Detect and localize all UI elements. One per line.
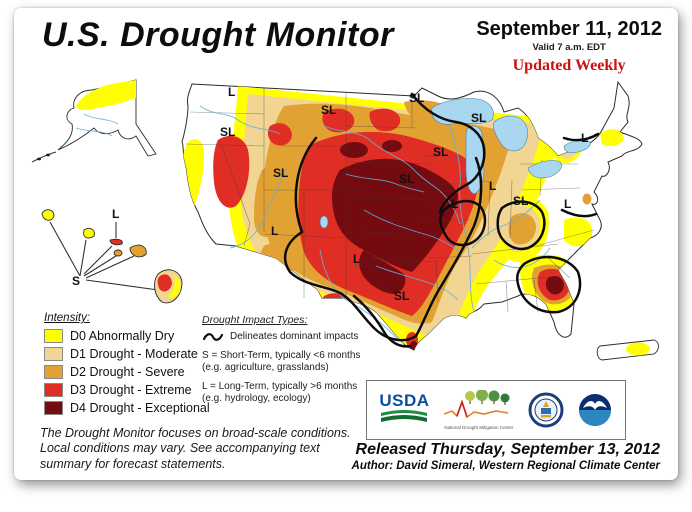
rivers	[199, 105, 551, 341]
impact-long-term: L = Long-Term, typically >6 months	[202, 380, 358, 392]
agency-logos-box: USDA National Drought Mitigation Center	[366, 380, 626, 440]
legend-item: D2 Drought - Severe	[44, 365, 210, 379]
impact-type-label: SL	[399, 172, 414, 186]
drought-monitor-poster: U.S. Drought Monitor September 11, 2012 …	[14, 8, 678, 480]
impact-type-label: S	[72, 274, 80, 288]
legend-item: D0 Abnormally Dry	[44, 329, 210, 343]
usda-logo: USDA	[379, 392, 429, 428]
usda-logo-text: USDA	[379, 391, 430, 410]
legend-swatch-d0	[44, 329, 63, 343]
impact-heading: Drought Impact Types:	[202, 314, 308, 326]
valid-time: Valid 7 a.m. EDT	[532, 42, 606, 53]
intensity-legend: Intensity: D0 Abnormally Dry D1 Drought -…	[44, 312, 210, 419]
legend-item: D3 Drought - Extreme	[44, 383, 210, 397]
impact-delineates-text: Delineates dominant impacts	[230, 331, 359, 342]
impact-type-label: SL	[321, 103, 336, 117]
map-date: September 11, 2012	[476, 18, 662, 40]
impact-short-term: S = Short-Term, typically <6 months	[202, 349, 361, 361]
legend-label: D3 Drought - Extreme	[70, 383, 192, 397]
impact-type-label: SL	[471, 111, 486, 125]
released-date: Released Thursday, September 13, 2012	[355, 441, 660, 458]
date-block: September 11, 2012 Valid 7 a.m. EDT Upda…	[476, 18, 662, 75]
impact-long-term-eg: (e.g. hydrology, ecology)	[202, 393, 311, 404]
release-block: Released Thursday, September 13, 2012 Au…	[352, 441, 660, 472]
legend-label: D4 Drought - Exceptional	[70, 401, 210, 415]
impact-type-label: SL	[220, 125, 235, 139]
impact-type-label: L	[112, 207, 119, 221]
legend-item: D1 Drought - Moderate	[44, 347, 210, 361]
impact-short-term-eg: (e.g. agriculture, grasslands)	[202, 362, 329, 373]
impact-type-label: L	[353, 252, 360, 266]
impact-type-label: L	[581, 131, 588, 145]
legend-label: D2 Drought - Severe	[70, 365, 185, 379]
legend-items: D0 Abnormally Dry D1 Drought - Moderate D2…	[44, 329, 210, 415]
impact-squiggle-icon	[202, 333, 224, 342]
legend-swatch-d3	[44, 383, 63, 397]
ndmc-logo: National Drought Mitigation Center	[442, 390, 516, 430]
page-title: U.S. Drought Monitor	[42, 16, 394, 54]
ndmc-logo-caption: National Drought Mitigation Center	[444, 425, 514, 430]
impact-delineation-lines	[283, 92, 600, 348]
impact-type-label: SL	[273, 166, 288, 180]
ndmc-logo-icon	[443, 390, 510, 419]
commerce-seal-logo	[528, 392, 564, 428]
state-borders	[185, 88, 595, 313]
impact-type-label: SL	[409, 91, 424, 105]
hawaii-inset	[41, 209, 183, 304]
impact-type-label: L	[271, 224, 278, 238]
author-credit: Author: David Simeral, Western Regional …	[351, 460, 660, 472]
impact-type-label: L	[564, 197, 571, 211]
usda-swoosh-icon	[381, 410, 428, 422]
legend-swatch-d1	[44, 347, 63, 361]
impact-type-label: L	[451, 197, 458, 211]
legend-label: D1 Drought - Moderate	[70, 347, 198, 361]
impact-type-label: L	[489, 179, 496, 193]
puerto-rico-inset	[596, 339, 659, 361]
legend-heading: Intensity:	[44, 312, 91, 324]
updated-weekly: Updated Weekly	[512, 57, 626, 74]
legend-swatch-d2	[44, 365, 63, 379]
noaa-logo	[578, 394, 611, 426]
legend-item: D4 Drought - Exceptional	[44, 401, 210, 415]
legend-label: D0 Abnormally Dry	[70, 329, 175, 343]
legend-swatch-d4	[44, 401, 63, 415]
impact-type-label: SL	[394, 289, 409, 303]
impact-type-label: SL	[513, 194, 528, 208]
impact-type-label: L	[228, 85, 235, 99]
impact-types-key: Drought Impact Types: Delineates dominan…	[202, 314, 392, 412]
alaska-inset	[31, 79, 157, 163]
impact-type-label: SL	[433, 145, 448, 159]
footnote: The Drought Monitor focuses on broad-sca…	[40, 426, 351, 471]
